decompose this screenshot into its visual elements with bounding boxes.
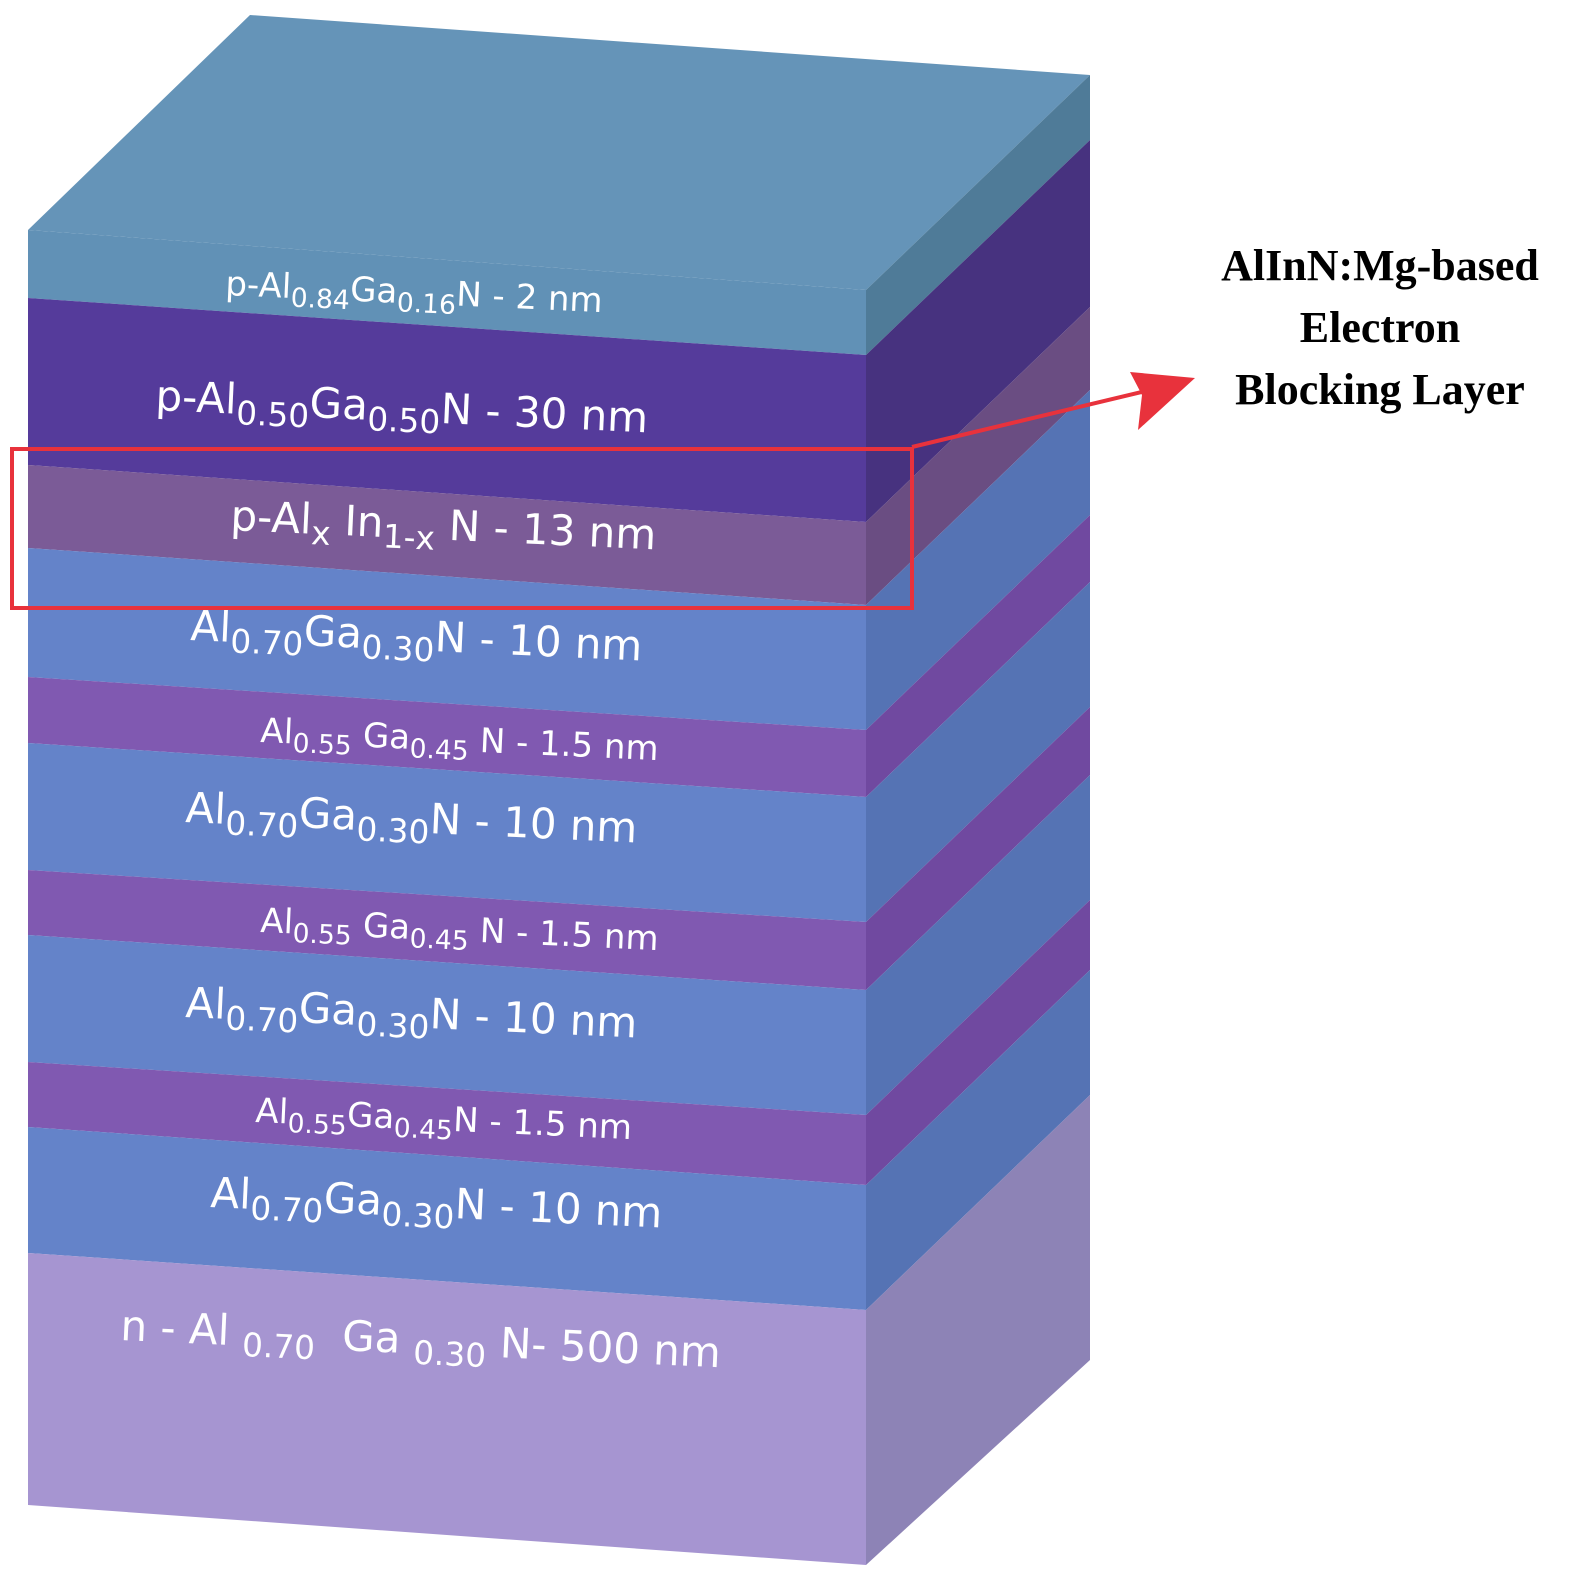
subscript: 0.30 — [356, 1005, 431, 1046]
subscript: 0.50 — [366, 400, 441, 441]
label-part: N- 500 nm — [486, 1318, 722, 1378]
layer-side — [866, 970, 1090, 1310]
subscript: 0.84 — [290, 283, 350, 317]
layer-side — [866, 1095, 1090, 1565]
label-part: Ga — [351, 905, 411, 948]
subscript: 0.70 — [241, 1326, 316, 1367]
layer-label: Al0.55 Ga0.45 N - 1.5 nm — [259, 901, 659, 966]
label-part: N - 1.5 nm — [452, 1100, 633, 1148]
subscript: 0.55 — [287, 1108, 347, 1142]
layer-front — [28, 677, 866, 797]
layer-label: Al0.55 Ga0.45 N - 1.5 nm — [259, 711, 659, 776]
label-part: N - 10 nm — [429, 989, 639, 1047]
label-part: Al — [185, 783, 228, 834]
layer-labels: p-Al0.84Ga0.16N - 2 nmp-Al0.50Ga0.50N - … — [119, 264, 722, 1386]
label-part: Ga — [349, 270, 398, 312]
label-part: Ga — [315, 1310, 415, 1363]
subscript: 0.50 — [235, 394, 310, 435]
stack — [28, 15, 1090, 1565]
label-part: Al — [255, 1091, 289, 1132]
label-part: p-Al — [225, 264, 293, 307]
highlight-box — [10, 447, 914, 610]
layer-side — [866, 307, 1090, 605]
label-part: p-Al — [155, 371, 238, 424]
layer-side — [866, 775, 1090, 1115]
layer-front — [28, 1062, 866, 1185]
label-part: N - 10 nm — [434, 612, 644, 670]
layer-label: Al0.55Ga0.45N - 1.5 nm — [254, 1091, 633, 1155]
label-part: n - Al — [120, 1301, 244, 1355]
subscript: 0.70 — [225, 999, 300, 1040]
layer-front — [28, 548, 866, 730]
layer-label: Al0.70Ga0.30N - 10 nm — [184, 783, 638, 861]
subscript: 0.70 — [230, 622, 305, 663]
subscript: 0.45 — [409, 923, 469, 957]
subscript: 0.70 — [250, 1189, 325, 1230]
label-part: Al — [210, 1168, 253, 1219]
layer-front — [28, 465, 866, 605]
subscript: x — [310, 514, 331, 553]
label-part: Ga — [298, 788, 358, 840]
label-part: N - 1.5 nm — [468, 911, 659, 960]
label-part: Ga — [303, 606, 363, 658]
layer-label: p-Alx In1-x N - 13 nm — [229, 491, 657, 568]
subscript: 0.30 — [381, 1195, 456, 1236]
layer-front — [28, 870, 866, 990]
layer-front — [28, 298, 866, 522]
layer-label: n - Al 0.70 Ga 0.30 N- 500 nm — [119, 1301, 722, 1386]
label-part: Al — [260, 901, 294, 942]
label-part: Ga — [346, 1095, 395, 1137]
subscript: 0.55 — [292, 918, 352, 952]
layer-side — [866, 515, 1090, 797]
subscript: 1-x — [382, 517, 436, 557]
layer-side — [866, 707, 1090, 990]
annotation-line: AlInN:Mg-based — [1221, 241, 1539, 290]
subscript: 0.70 — [225, 804, 300, 845]
layer-side — [866, 582, 1090, 922]
label-part: N - 10 nm — [429, 794, 639, 852]
annotation-line: Electron — [1300, 303, 1461, 352]
label-part: In — [330, 496, 385, 547]
arrow-line — [911, 388, 1151, 449]
label-part: p-Al — [230, 491, 313, 544]
label-part: Ga — [309, 378, 369, 430]
layer-side — [866, 900, 1090, 1185]
label-part: N - 30 nm — [440, 384, 650, 442]
annotation: AlInN:Mg-based Electron Blocking Layer — [1221, 241, 1539, 414]
subscript: 0.30 — [356, 810, 431, 851]
layer-label: Al0.70Ga0.30N - 10 nm — [184, 978, 638, 1056]
label-part: N - 1.5 nm — [468, 721, 659, 770]
label-part: Al — [260, 711, 294, 752]
subscript: 0.16 — [396, 287, 456, 321]
label-part: N - 13 nm — [434, 500, 657, 559]
layer-front — [28, 743, 866, 922]
subscript: 0.45 — [409, 733, 469, 767]
subscript: 0.30 — [412, 1334, 487, 1375]
layer-label: Al0.70Ga0.30N - 10 nm — [209, 1168, 663, 1246]
layer-side — [866, 140, 1090, 522]
label-part: Ga — [298, 983, 358, 1035]
subscript: 0.45 — [393, 1113, 453, 1147]
label-part: Al — [185, 978, 228, 1029]
layer-front — [28, 935, 866, 1115]
label-part: Ga — [351, 715, 411, 758]
label-part: N - 2 nm — [455, 275, 603, 322]
layer-label: p-Al0.84Ga0.16N - 2 nm — [224, 264, 603, 328]
layer-side — [866, 390, 1090, 730]
layer-side — [866, 75, 1090, 355]
subscript: 0.30 — [361, 628, 436, 669]
annotation-line: Blocking Layer — [1235, 365, 1525, 414]
arrow-head — [1130, 372, 1195, 430]
layer-front — [28, 230, 866, 355]
layer-front — [28, 1253, 866, 1565]
subscript: 0.55 — [292, 728, 352, 762]
top-face — [28, 15, 1090, 290]
layer-label: p-Al0.50Ga0.50N - 30 nm — [154, 371, 649, 451]
label-part: Ga — [323, 1173, 383, 1225]
label-part: N - 10 nm — [454, 1179, 664, 1237]
layer-front — [28, 1127, 866, 1310]
